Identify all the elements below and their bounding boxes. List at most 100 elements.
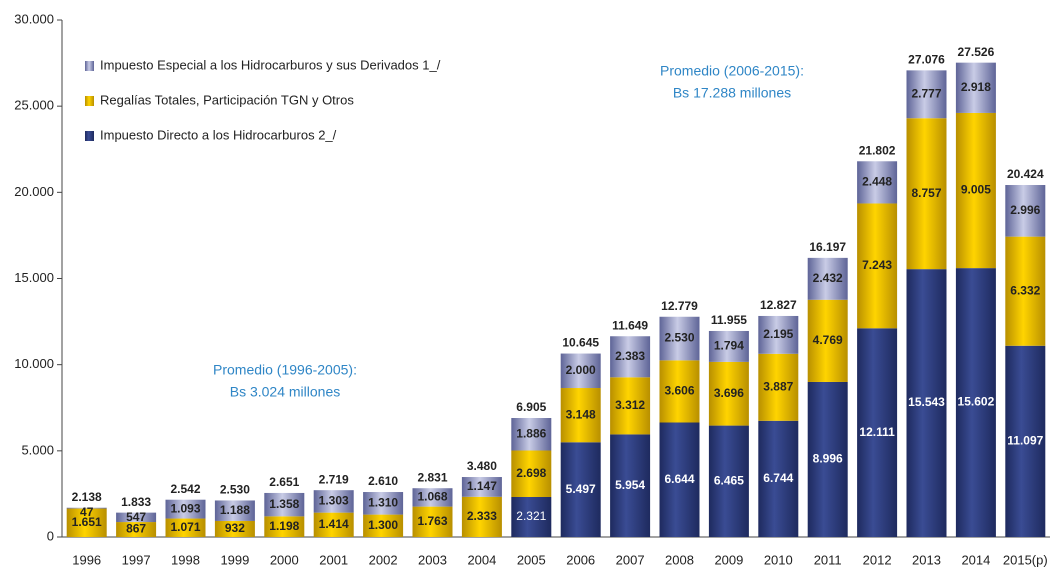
value-label: 1.071	[170, 520, 200, 534]
legend-swatch	[85, 131, 94, 141]
value-label: 8.757	[911, 186, 941, 200]
legend-label: Regalías Totales, Participación TGN y Ot…	[100, 92, 354, 107]
x-tick-label: 2010	[764, 552, 793, 567]
total-label: 2.138	[72, 490, 102, 504]
value-label: 1.303	[319, 494, 349, 508]
value-label: 1.358	[269, 497, 299, 511]
x-tick-label: 2013	[912, 552, 941, 567]
y-tick-label: 15.000	[14, 270, 54, 285]
value-label: 1.763	[417, 514, 447, 528]
x-tick-label: 2007	[616, 552, 645, 567]
value-label: 11.097	[1007, 434, 1043, 448]
bar-segment	[412, 488, 453, 507]
bar-segment	[264, 516, 305, 537]
value-label: 1.310	[368, 495, 398, 509]
total-label: 11.955	[711, 313, 747, 327]
x-tick-label: 1999	[220, 552, 249, 567]
x-tick-label: 2003	[418, 552, 447, 567]
value-label: 5.497	[566, 482, 596, 496]
bar-segment	[511, 450, 552, 498]
value-label: 1.188	[220, 503, 250, 517]
bar-segment	[264, 492, 305, 517]
value-label: 7.243	[862, 258, 892, 272]
bar-segment	[708, 425, 749, 537]
value-label: 2.195	[763, 327, 793, 341]
y-tick-label: 0	[47, 528, 54, 543]
value-label: 3.696	[714, 386, 744, 400]
value-label: 2.432	[813, 271, 843, 285]
value-label: 3.148	[566, 407, 596, 421]
x-tick-label: 1997	[122, 552, 151, 567]
value-label: 3.606	[664, 384, 694, 398]
value-label: 6.644	[664, 472, 694, 486]
bar-segment	[511, 418, 552, 451]
total-label: 27.076	[908, 53, 945, 67]
bar-segment	[66, 507, 107, 509]
legend-swatch	[85, 61, 94, 71]
total-label: 2.610	[368, 474, 398, 488]
annotation: Bs 17.288 millones	[673, 85, 791, 101]
bar-segment	[412, 506, 453, 537]
x-tick-label: 1996	[72, 552, 101, 567]
total-label: 2.530	[220, 483, 250, 497]
value-label: 2.448	[862, 175, 892, 189]
value-label: 15.543	[908, 395, 945, 409]
value-label: 2.000	[566, 363, 596, 377]
total-label: 2.831	[417, 470, 447, 484]
bar-segment	[906, 118, 947, 270]
total-label: 20.424	[1007, 167, 1044, 181]
x-tick-label: 2005	[517, 552, 546, 567]
value-label: 1.651	[72, 515, 102, 529]
value-label: 3.887	[763, 379, 793, 393]
y-tick-label: 25.000	[14, 98, 54, 113]
bar-segment	[363, 492, 404, 515]
bar-segment	[955, 62, 996, 113]
total-label: 11.649	[612, 318, 648, 332]
total-label: 16.197	[809, 240, 846, 254]
x-tick-label: 2001	[319, 552, 348, 567]
total-label: 2.542	[170, 482, 200, 496]
bar-segment	[708, 330, 749, 362]
legend-label: Impuesto Especial a los Hidrocarburos y …	[100, 57, 441, 72]
y-tick-label: 20.000	[14, 184, 54, 199]
y-tick-label: 5.000	[21, 442, 54, 457]
value-label: 1.093	[170, 501, 200, 515]
bar-segment	[461, 477, 502, 497]
value-label: 15.602	[958, 395, 995, 409]
x-tick-label: 2008	[665, 552, 694, 567]
bar-segment	[857, 161, 898, 204]
total-label: 2.651	[269, 475, 299, 489]
bar-segment	[116, 522, 157, 537]
total-label: 1.833	[121, 495, 151, 509]
bar-segment	[560, 442, 601, 537]
value-label: 1.068	[417, 490, 447, 504]
x-tick-label: 2014	[961, 552, 990, 567]
x-tick-label: 2006	[566, 552, 595, 567]
x-tick-label: 2015(p)	[1003, 552, 1048, 567]
legend-swatch	[85, 96, 94, 106]
value-label: 932	[225, 521, 245, 535]
bar-segment	[461, 496, 502, 537]
total-label: 27.526	[958, 45, 995, 59]
bar-segment	[807, 257, 848, 300]
bar-segment	[214, 500, 255, 521]
bar-segment	[363, 514, 404, 537]
value-label: 6.465	[714, 473, 744, 487]
value-label: 1.300	[368, 518, 398, 532]
value-label: 9.005	[961, 183, 991, 197]
total-label: 6.905	[516, 400, 546, 414]
value-label: 2.996	[1010, 203, 1040, 217]
value-label: 2.333	[467, 509, 497, 523]
bar-segment	[857, 328, 898, 537]
y-tick-label: 10.000	[14, 356, 54, 371]
x-tick-label: 2002	[369, 552, 398, 567]
total-label: 3.480	[467, 459, 497, 473]
value-label: 4.769	[813, 333, 843, 347]
annotation: Promedio (2006-2015):	[660, 63, 804, 79]
value-label: 1.414	[319, 517, 349, 531]
value-label: 2.698	[516, 466, 546, 480]
bar-segment	[758, 353, 799, 421]
bar-segment	[313, 512, 354, 537]
bar-segment	[1005, 185, 1046, 237]
